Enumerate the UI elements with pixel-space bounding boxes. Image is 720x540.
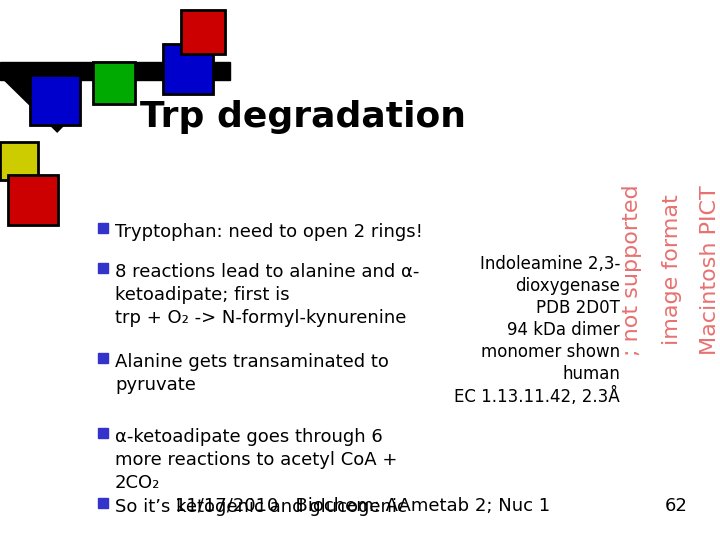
Bar xyxy=(98,428,108,438)
Bar xyxy=(0,142,38,180)
Text: 8 reactions lead to alanine and α-
ketoadipate; first is
trp + O₂ -> N-formyl-ky: 8 reactions lead to alanine and α- ketoa… xyxy=(115,263,419,327)
Text: 11/17/2010   Biochem: AAmetab 2; Nuc 1: 11/17/2010 Biochem: AAmetab 2; Nuc 1 xyxy=(175,497,550,515)
Bar xyxy=(98,498,108,508)
Text: Macintosh PICT: Macintosh PICT xyxy=(700,185,720,355)
Text: Trp degradation: Trp degradation xyxy=(140,100,466,134)
Text: image format: image format xyxy=(662,194,682,346)
Text: Indoleamine 2,3-: Indoleamine 2,3- xyxy=(480,255,620,273)
Bar xyxy=(98,223,108,233)
Bar xyxy=(98,353,108,363)
Text: So it’s ketogenic and glucogenic: So it’s ketogenic and glucogenic xyxy=(115,498,407,516)
Bar xyxy=(30,75,80,125)
Bar xyxy=(98,263,108,273)
Text: 94 kDa dimer: 94 kDa dimer xyxy=(508,321,620,339)
Text: PDB 2D0T: PDB 2D0T xyxy=(536,299,620,317)
Bar xyxy=(0,62,230,80)
Bar xyxy=(93,62,135,104)
Text: 62: 62 xyxy=(665,497,688,515)
Bar xyxy=(163,44,213,94)
Bar xyxy=(93,62,135,104)
Text: human: human xyxy=(562,365,620,383)
Text: monomer shown: monomer shown xyxy=(481,343,620,361)
Bar xyxy=(181,10,225,54)
Text: α-ketoadipate goes through 6
more reactions to acetyl CoA +
2CO₂: α-ketoadipate goes through 6 more reacti… xyxy=(115,428,397,492)
Bar xyxy=(0,142,38,180)
Bar xyxy=(8,175,58,225)
Bar xyxy=(163,44,213,94)
Text: Tryptophan: need to open 2 rings!: Tryptophan: need to open 2 rings! xyxy=(115,223,423,241)
Text: EC 1.13.11.42, 2.3Å: EC 1.13.11.42, 2.3Å xyxy=(454,387,620,406)
Text: Alanine gets transaminated to
pyruvate: Alanine gets transaminated to pyruvate xyxy=(115,353,389,394)
Bar xyxy=(181,10,225,54)
Text: dioxygenase: dioxygenase xyxy=(515,277,620,295)
Bar xyxy=(8,175,58,225)
Text: ; not supported: ; not supported xyxy=(622,184,642,356)
Bar xyxy=(30,75,80,125)
